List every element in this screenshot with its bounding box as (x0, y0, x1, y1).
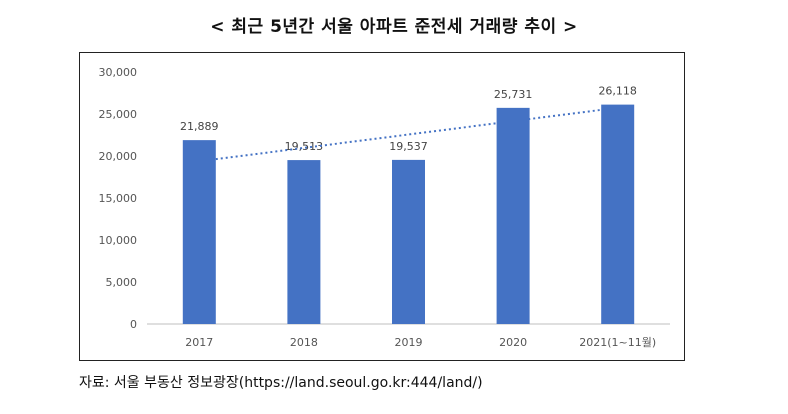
data-label: 19,537 (389, 140, 428, 153)
x-tick-label: 2021(1~11월) (579, 336, 656, 349)
y-tick-label: 20,000 (99, 150, 138, 163)
chart-frame: 0 5,000 10,000 15,000 20,000 25,000 30,000 21,8… (79, 52, 685, 361)
data-label: 19,513 (285, 140, 324, 153)
bar (182, 140, 216, 324)
data-label: 21,889 (180, 120, 219, 133)
x-tick-label: 2019 (395, 336, 423, 349)
bar-chart: 0 5,000 10,000 15,000 20,000 25,000 30,000 21,8… (99, 66, 670, 349)
y-tick-label: 0 (130, 318, 137, 331)
x-tick-label: 2020 (499, 336, 527, 349)
bar (287, 160, 321, 324)
data-label: 25,731 (494, 88, 532, 101)
y-tick-label: 25,000 (99, 108, 138, 121)
data-label: 26,118 (598, 85, 637, 98)
y-tick-label: 10,000 (99, 234, 138, 247)
chart-title: < 최근 5년간 서울 아파트 준전세 거래량 추이 > (210, 17, 578, 37)
bar (392, 159, 425, 324)
x-tick-label: 2017 (185, 336, 213, 349)
source-note: 자료: 서울 부동산 정보광장(https://land.seoul.go.kr… (79, 375, 483, 391)
x-tick-label: 2018 (290, 336, 318, 349)
y-tick-label: 30,000 (99, 66, 138, 79)
y-tick-label: 15,000 (99, 192, 138, 205)
y-tick-label: 5,000 (106, 276, 138, 289)
bar (496, 107, 530, 324)
bar (601, 104, 635, 324)
